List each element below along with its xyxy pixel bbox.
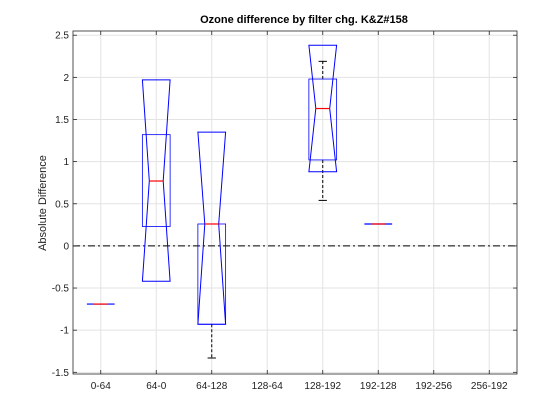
y-tick-label: 1 — [63, 157, 69, 168]
axis-ticks: -1.5 -1 -0.5 0 0.5 1 1.5 2 2.5 0-64 64-0 64-128 128-… — [52, 31, 517, 392]
x-tick-label: 192-256 — [415, 381, 452, 392]
y-tick-label: 0.5 — [55, 199, 69, 210]
y-axis-label: Absolute Difference — [37, 155, 49, 251]
y-tick-label: 1.5 — [55, 115, 69, 126]
x-tick-label: 128-64 — [252, 381, 284, 392]
x-tick-label: 128-192 — [304, 381, 341, 392]
x-tick-label: 0-64 — [91, 381, 111, 392]
y-tick-label: -0.5 — [52, 284, 70, 295]
y-tick-label: 0 — [63, 241, 69, 252]
y-tick-label: -1.5 — [52, 368, 70, 379]
x-tick-label: 256-192 — [471, 381, 508, 392]
x-tick-label: 64-0 — [146, 381, 166, 392]
plot-area-frame — [73, 31, 517, 374]
chart-title: Ozone difference by filter chg. K&Z#158 — [200, 14, 408, 26]
y-tick-label: 2 — [63, 73, 69, 84]
grid-lines — [73, 31, 517, 374]
boxes-group — [87, 45, 392, 358]
y-tick-label: 2.5 — [55, 31, 69, 42]
x-tick-label: 192-128 — [360, 381, 397, 392]
x-tick-label: 64-128 — [196, 381, 228, 392]
y-tick-label: -1 — [60, 326, 69, 337]
